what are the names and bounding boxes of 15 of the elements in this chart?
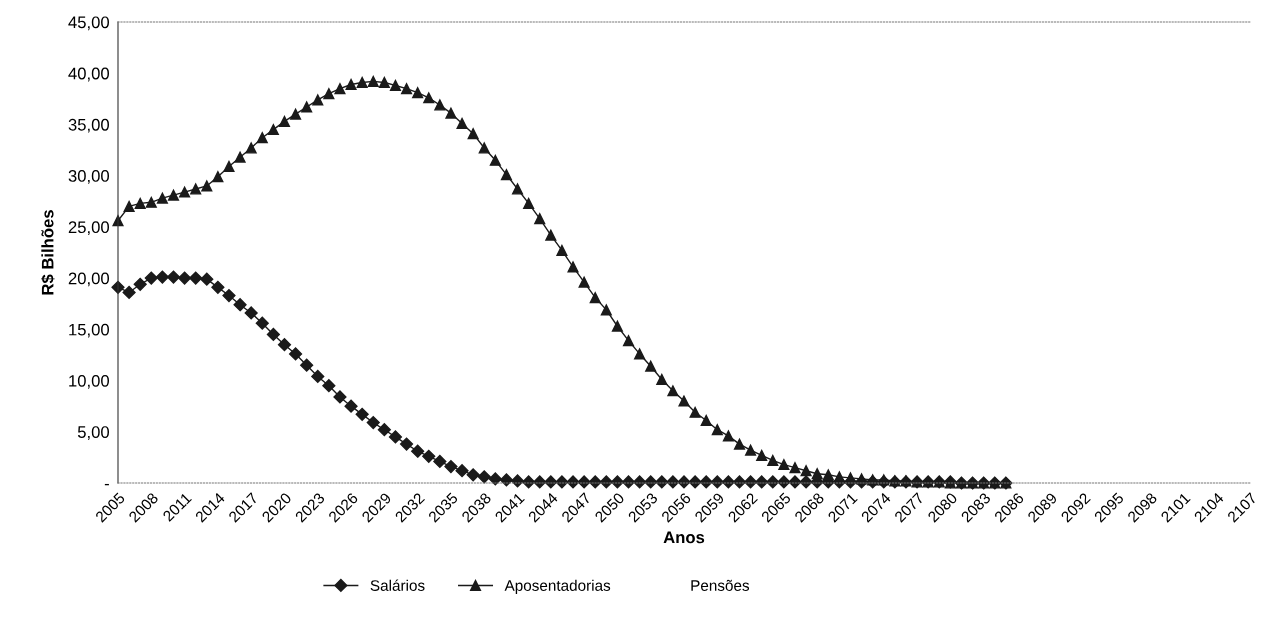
y-tick-label: 5,00	[77, 426, 110, 440]
y-tick-label: 15,00	[69, 323, 110, 338]
legend-label: Salários	[370, 579, 425, 591]
text: Pensões	[691, 579, 750, 591]
y-tick-label: 35,00	[68, 118, 110, 133]
y-tick-label: 10,00	[69, 374, 110, 389]
y-tick-label: -	[104, 483, 109, 486]
y-tick-label: 20,00	[68, 272, 110, 287]
y-tick-label: 25,00	[68, 221, 110, 236]
legend-label: Aposentadorias	[504, 579, 611, 594]
y-tick-label: 45,00	[68, 16, 110, 31]
y-tick-label: 30,00	[68, 170, 110, 184]
x-axis-title: Anos	[663, 531, 705, 544]
y-axis-title: R$ Bilhões	[41, 210, 55, 295]
y-tick-label: 40,00	[68, 67, 110, 82]
